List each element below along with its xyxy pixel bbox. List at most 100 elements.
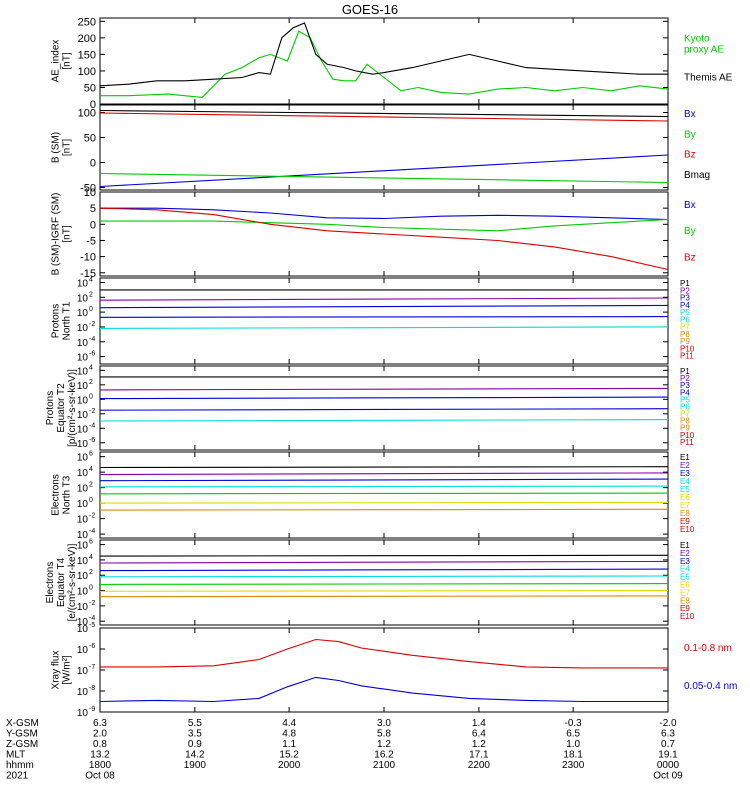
y-tick-label-exp: 2: [89, 482, 93, 489]
legend-label-bx: Bx: [684, 200, 696, 211]
panel-frame: [99, 627, 669, 713]
series-e1: [99, 554, 669, 557]
x-axis-cell: 0.9: [188, 739, 202, 750]
channel-label-p11: P11: [680, 352, 694, 361]
y-axis-label: AE_index: [51, 40, 62, 83]
y-tick-label-exp: -2: [89, 321, 95, 328]
series-e4: [99, 485, 669, 488]
x-axis-cell: Oct 08: [85, 771, 115, 782]
legend-label-by: By: [684, 129, 696, 140]
y-tick-label-exp: 0: [89, 393, 93, 400]
y-tick-label: 10: [77, 571, 89, 582]
y-tick-label: 0: [90, 158, 96, 170]
panel-bigrf: -15 -10 -5 0 5 10 B (SM)-IGRF (SM) [nT] Bx By Bz: [51, 187, 696, 280]
y-tick-label: 10: [77, 624, 89, 635]
series-0-05-0-4-nm: [99, 676, 668, 703]
y-tick-label: 10: [77, 499, 89, 510]
channel-label-p2: P2: [680, 374, 690, 383]
y-tick-label-exp: -4: [89, 528, 95, 535]
y-tick-label: 10: [77, 439, 89, 450]
y-tick-label-exp: -4: [89, 615, 95, 622]
y-axis-label: Xray flux: [51, 651, 62, 690]
y-axis-label: Protons: [51, 304, 62, 338]
series-p5: [99, 419, 669, 422]
channel-label-e6: E6: [680, 581, 690, 590]
series-by: [100, 218, 669, 232]
y-tick-label: 200: [78, 33, 96, 45]
y-tick-label-exp: 2: [89, 291, 93, 298]
x-axis-cell: 6.4: [472, 729, 486, 740]
y-tick-label: 10: [77, 468, 89, 479]
legend-label-bz: Bz: [684, 150, 696, 161]
x-axis-cell: 2000: [278, 760, 301, 771]
y-tick-label-exp: -4: [89, 422, 95, 429]
x-axis-cell: 1.2: [377, 739, 391, 750]
channel-label-p6: P6: [680, 315, 690, 324]
y-axis-label: [nT]: [62, 52, 73, 69]
y-tick-label: 10: [77, 602, 89, 613]
y-tick-label: 10: [77, 366, 89, 377]
y-tick-label-exp: 0: [89, 306, 93, 313]
y-tick-label: 10: [84, 187, 96, 199]
channel-label-p7: P7: [680, 323, 690, 332]
y-tick-label: 10: [77, 353, 89, 364]
series-e5: [99, 583, 669, 585]
x-axis-cell: 6.3: [661, 729, 675, 740]
x-axis-cell: -2.0: [659, 718, 677, 729]
channel-label-e8: E8: [680, 509, 690, 518]
legend-label-by: By: [684, 226, 696, 237]
y-tick-label: 5: [90, 203, 96, 215]
x-axis-cell: 3.0: [377, 718, 391, 729]
series-themis-ae: [99, 22, 668, 87]
panel-frame: [99, 365, 669, 451]
channel-label-e5: E5: [680, 485, 690, 494]
x-axis-cell: 3.5: [188, 729, 202, 740]
x-axis-cell: 6.5: [566, 729, 580, 740]
legend-label-0-05-0-4-nm: 0.05-0.4 nm: [684, 681, 737, 692]
x-axis-cell: 0.7: [661, 739, 675, 750]
channel-label-p2: P2: [680, 286, 690, 295]
x-axis-cell: 19.1: [658, 750, 678, 761]
y-tick-label-exp: -6: [89, 437, 95, 444]
series-p4: [99, 408, 669, 411]
y-tick-label-exp: 6: [89, 539, 93, 546]
y-tick-label: 10: [77, 395, 89, 406]
y-axis-label: [nT]: [62, 139, 73, 156]
y-tick-label: 10: [77, 587, 89, 598]
y-axis-label: Electrons: [45, 562, 56, 604]
channel-label-p1: P1: [680, 367, 690, 376]
x-axis-cell: 6.3: [93, 718, 107, 729]
panel-frame: [99, 277, 669, 365]
series-e7: [99, 595, 669, 598]
y-tick-label: 0: [90, 219, 96, 231]
x-axis-cell: 4.4: [282, 718, 296, 729]
series-p3: [99, 396, 669, 400]
y-tick-label: 100: [78, 66, 96, 78]
channel-label-p6: P6: [680, 402, 690, 411]
y-tick-label-exp: 2: [89, 569, 93, 576]
channel-label-e3: E3: [680, 469, 690, 478]
y-tick-label: 10: [77, 541, 89, 552]
y-tick-label: 100: [78, 108, 96, 120]
x-axis-row-label: X-GSM: [6, 718, 39, 729]
y-tick-label: 10: [77, 666, 89, 677]
channel-label-e5: E5: [680, 573, 690, 582]
y-axis-label: North T3: [62, 475, 73, 514]
series-p2: [99, 297, 669, 301]
y-tick-label-exp: -2: [89, 513, 95, 520]
y-axis-label: Electrons: [51, 474, 62, 516]
y-axis-label: [p/(cm²-s-sr-keV)]: [67, 369, 78, 447]
y-tick-label: 250: [78, 16, 96, 28]
y-axis-label: Equator T2: [56, 383, 67, 433]
x-axis-cell: 5.8: [377, 729, 391, 740]
x-axis-row-label: Y-GSM: [6, 729, 38, 740]
series-p5: [99, 326, 669, 329]
series-e1: [99, 466, 669, 469]
y-axis-label: B (SM)-IGRF (SM): [51, 193, 62, 276]
y-tick-label-exp: 2: [89, 379, 93, 386]
y-tick-label: 10: [77, 424, 89, 435]
y-tick-label: 10: [77, 530, 89, 541]
channel-label-e9: E9: [680, 604, 690, 613]
